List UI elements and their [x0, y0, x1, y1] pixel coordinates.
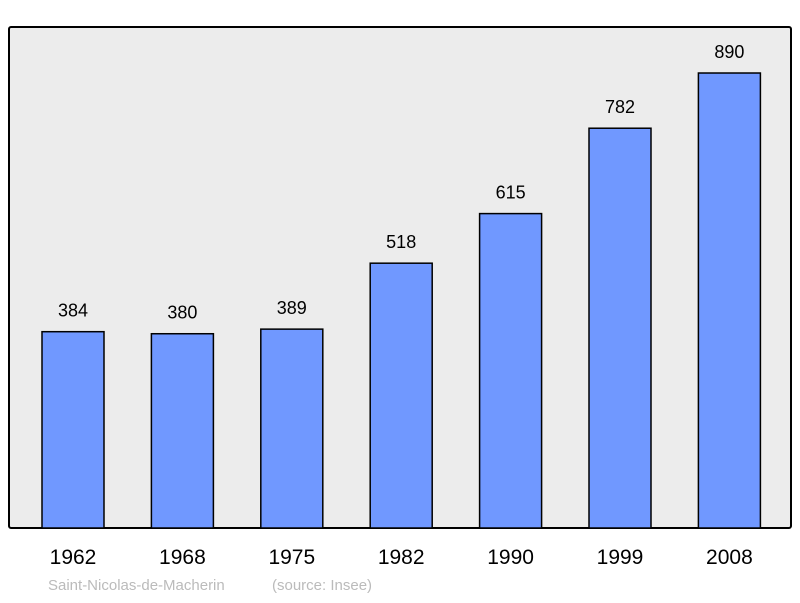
data-label-2008: 890 [714, 42, 744, 62]
bar-2008 [697, 72, 762, 529]
data-label-1962: 384 [58, 301, 88, 321]
data-label-1968: 380 [167, 303, 197, 323]
x-tick-label: 2008 [706, 546, 753, 569]
x-tick-label: 1962 [50, 546, 97, 569]
x-tick-label: 1999 [597, 546, 644, 569]
data-label-1999: 782 [605, 97, 635, 117]
bar-1968 [150, 332, 215, 529]
x-tick-label: 1975 [268, 546, 315, 569]
x-tick-label: 1990 [487, 546, 534, 569]
data-label-1975: 389 [277, 298, 307, 318]
bar-1962 [41, 330, 105, 529]
x-tick-label: 1982 [378, 546, 425, 569]
data-label-1982: 518 [386, 232, 416, 252]
data-label-1990: 615 [496, 183, 526, 203]
caption-source: (source: Insee) [272, 577, 372, 594]
bar-1975 [260, 328, 324, 529]
bar-1999 [588, 127, 652, 529]
bar-1990 [478, 212, 543, 529]
x-tick-label: 1968 [159, 546, 206, 569]
bar-1982 [369, 262, 433, 529]
caption-place: Saint-Nicolas-de-Macherin [48, 577, 225, 594]
